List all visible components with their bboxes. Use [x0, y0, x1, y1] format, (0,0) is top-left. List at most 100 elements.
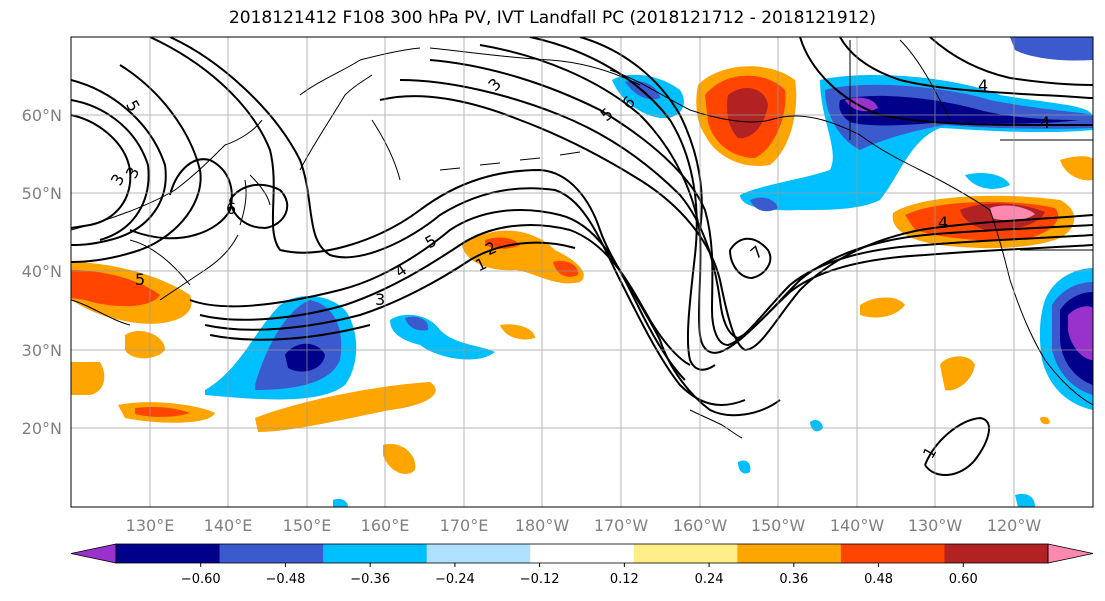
- lon-tick-label: 140°E: [204, 516, 253, 535]
- colorbar-tick-label: 0.12: [610, 572, 639, 587]
- lon-tick-label: 160°E: [361, 516, 410, 535]
- colorbar: −0.60 −0.48 −0.36 −0.24 −0.12 0.12 0.24 0.36 0.4…: [70, 543, 1094, 587]
- colorbar-segment: [633, 544, 738, 563]
- colorbar-segment: [944, 544, 1049, 563]
- contour-line: [229, 183, 289, 230]
- lat-tick-label: 50°N: [22, 184, 62, 203]
- lon-tick-label: 140°W: [830, 516, 885, 535]
- warm-small-f: [1060, 156, 1093, 181]
- colorbar-tick-label: −0.36: [350, 572, 390, 587]
- colorbar-tick-label: −0.12: [520, 572, 560, 587]
- colorbar-segment: [426, 544, 531, 563]
- lon-tick-label: 150°E: [283, 516, 332, 535]
- warm-peak-pnw: [990, 205, 1035, 221]
- contour-label: 4: [938, 213, 948, 232]
- cold-small-f: [1015, 493, 1035, 507]
- gridlines: [71, 37, 1093, 507]
- cold-extreme-sw: [1068, 306, 1093, 360]
- cold-deep-west: [285, 343, 325, 372]
- warm-strip-mid: [255, 382, 436, 432]
- colorbar-extend-low: [70, 543, 117, 564]
- contour-label: 3: [375, 290, 385, 309]
- coastline-hawaii: [689, 409, 743, 439]
- colorbar-segment: [323, 544, 428, 563]
- cold-small-a-core: [405, 316, 429, 331]
- colorbar-extend-high: [1047, 543, 1094, 564]
- contour-label: 4: [978, 76, 988, 95]
- cold-small-g: [333, 498, 348, 507]
- contour-line: [71, 114, 132, 229]
- colorbar-tick-label: −0.60: [181, 572, 221, 587]
- lat-tick-label: 40°N: [22, 262, 62, 281]
- contour-label: 4: [1040, 113, 1050, 132]
- contour-line: [199, 224, 691, 366]
- coastline-kamchatka: [299, 74, 401, 181]
- cold-small-e: [738, 460, 751, 474]
- warm-small-c: [383, 443, 416, 475]
- warm-small-e: [500, 324, 535, 340]
- lon-tick-label: 180°W: [515, 516, 570, 535]
- colorbar-tick-label: −0.48: [266, 572, 306, 587]
- contour-line: [379, 95, 1093, 352]
- cold-small-c: [965, 173, 1010, 189]
- colorbar-tick-label: 0.36: [779, 572, 808, 587]
- contour-line: [924, 416, 990, 477]
- warm-small-h: [940, 356, 975, 391]
- warm-small-i: [1040, 416, 1050, 425]
- contour-label: 6: [226, 199, 236, 218]
- coastline-alaska: [609, 69, 991, 211]
- lon-tick-label: 130°E: [126, 516, 175, 535]
- lon-tick-label: 120°W: [987, 516, 1042, 535]
- warm-core-dateline: [485, 237, 520, 249]
- colorbar-segment: [219, 544, 324, 563]
- colorbar-segment: [737, 544, 842, 563]
- contour-line: [129, 158, 233, 240]
- warm-small-d: [553, 260, 579, 277]
- lat-tick-label: 60°N: [22, 106, 62, 125]
- cold-core-west: [255, 300, 342, 390]
- warm-strip-west-core: [135, 406, 190, 417]
- coastlines: [71, 39, 1093, 439]
- coastline-canada: [849, 39, 1093, 251]
- lon-tick-label: 170°W: [594, 516, 649, 535]
- lon-tick-labels: 130°E 140°E 150°E 160°E 170°E 180°W 170°…: [126, 516, 1042, 535]
- lon-tick-label: 130°W: [908, 516, 963, 535]
- contour-line: [929, 37, 1093, 86]
- cold-region-ne: [1010, 37, 1093, 61]
- contour-line: [729, 237, 772, 280]
- lat-tick-labels: 60°N 50°N 40°N 30°N 20°N: [22, 106, 62, 438]
- contour-line: [169, 37, 746, 406]
- colorbar-segment: [116, 544, 221, 563]
- contour-line: [839, 37, 1093, 99]
- contour-label: 5: [135, 270, 145, 289]
- map-title: 2018121412 F108 300 hPa PV, IVT Landfall…: [228, 8, 876, 28]
- colorbar-tick-label: 0.48: [864, 572, 893, 587]
- colorbar-frame: [115, 543, 1049, 564]
- lon-tick-label: 150°W: [751, 516, 806, 535]
- coastline-aleutians: [439, 151, 581, 171]
- lon-tick-label: 160°W: [673, 516, 728, 535]
- warm-small-b: [71, 362, 105, 395]
- contour-line: [529, 37, 716, 371]
- lon-tick-label: 170°E: [440, 516, 489, 535]
- warm-small-a: [125, 330, 165, 359]
- contour-line: [149, 37, 781, 417]
- contour-line: [71, 79, 167, 246]
- warm-core-alaska: [726, 87, 768, 139]
- cold-small-d: [810, 420, 823, 432]
- cold-small-b: [750, 197, 778, 212]
- lat-tick-label: 20°N: [22, 419, 62, 438]
- contour-line: [799, 37, 1093, 126]
- colorbar-tick-label: −0.24: [435, 572, 475, 587]
- colorbar-tick-label: 0.24: [695, 572, 724, 587]
- contour-line: [429, 59, 1093, 347]
- contour-line: [189, 209, 686, 381]
- contour-line: [204, 241, 576, 331]
- warm-small-g: [860, 297, 905, 318]
- contour-line: [71, 64, 202, 263]
- colorbar-tick-label: 0.60: [949, 572, 978, 587]
- colorbar-segment: [530, 544, 635, 563]
- warm-core-japan: [71, 270, 160, 307]
- lat-tick-label: 30°N: [22, 341, 62, 360]
